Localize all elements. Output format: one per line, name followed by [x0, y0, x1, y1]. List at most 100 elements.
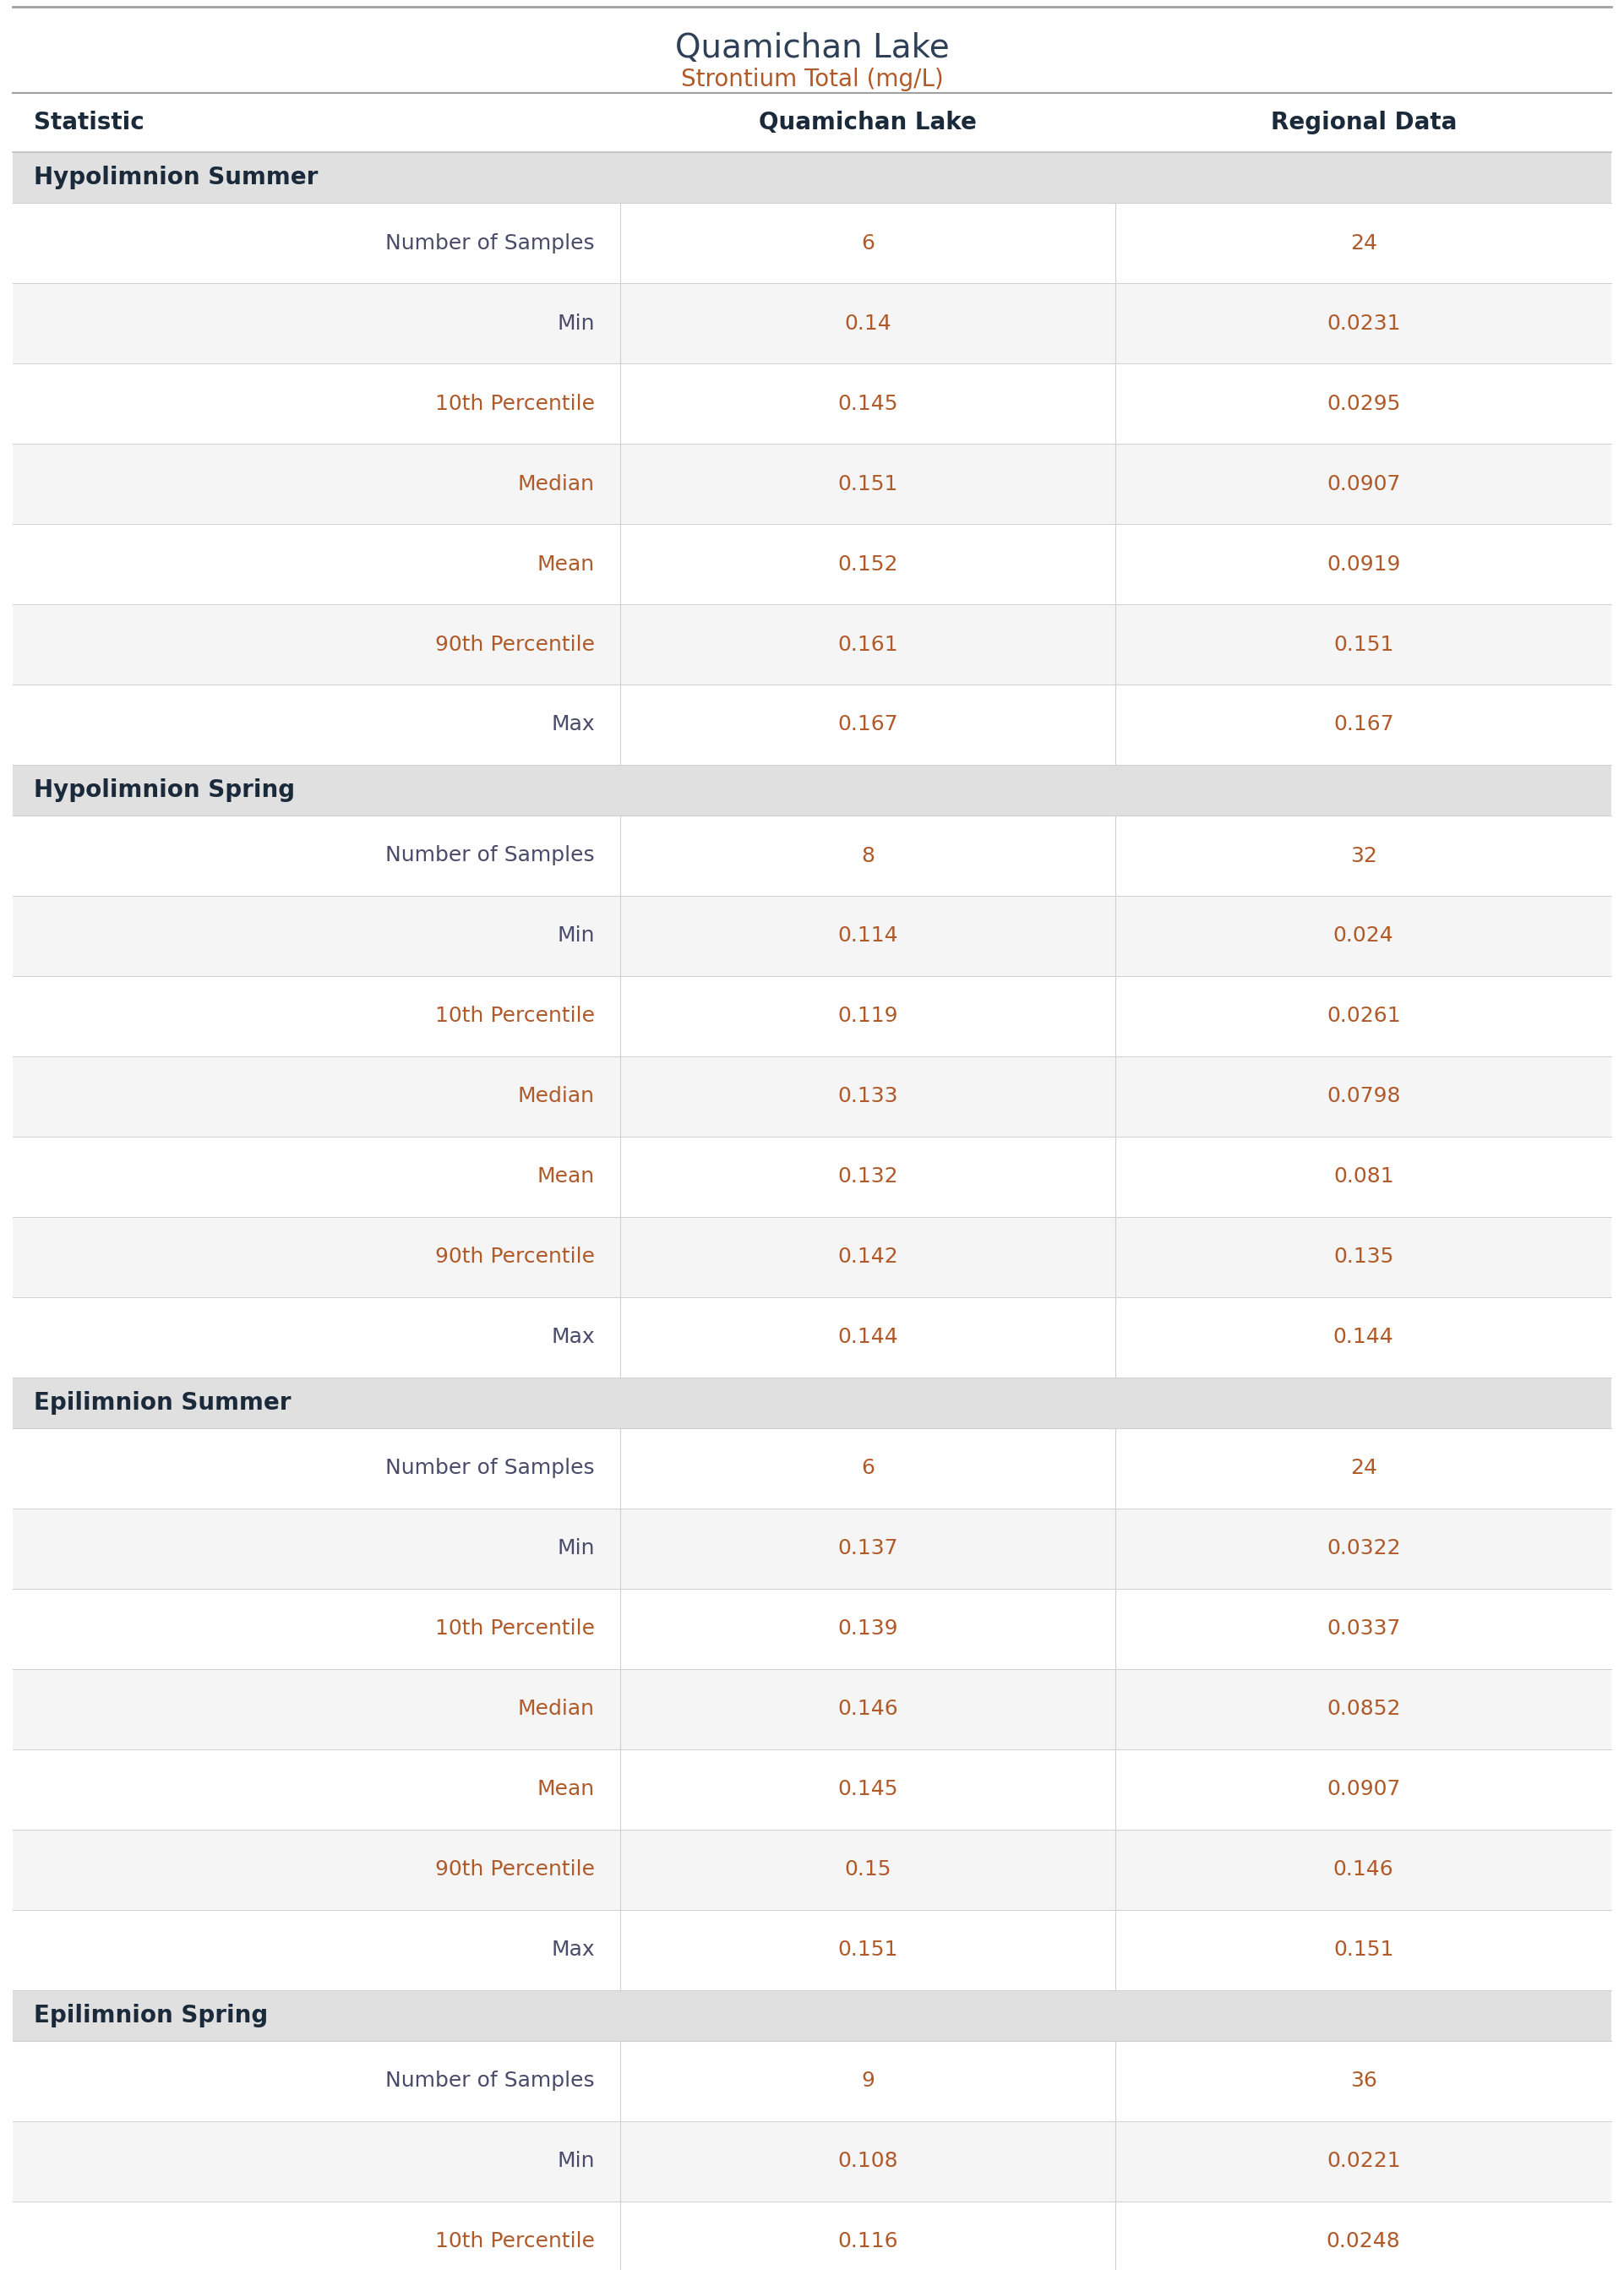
Bar	[13, 1378, 1611, 1428]
Text: 0.0231: 0.0231	[1327, 313, 1400, 334]
Text: Max: Max	[551, 715, 594, 735]
Text: Hypolimnion Summer: Hypolimnion Summer	[34, 166, 318, 188]
Text: Number of Samples: Number of Samples	[385, 1457, 594, 1478]
Text: Max: Max	[551, 1941, 594, 1961]
Text: 0.116: 0.116	[838, 2231, 898, 2252]
Text: 0.0295: 0.0295	[1327, 393, 1400, 413]
Bar	[13, 897, 1611, 976]
Text: 0.108: 0.108	[838, 2152, 898, 2172]
Text: 0.151: 0.151	[1333, 1941, 1393, 1961]
Text: 0.145: 0.145	[838, 393, 898, 413]
Text: Quamichan Lake: Quamichan Lake	[758, 111, 978, 134]
Text: 0.132: 0.132	[838, 1167, 898, 1187]
Bar	[13, 1668, 1611, 1750]
Text: 8: 8	[861, 844, 875, 865]
Text: 0.137: 0.137	[838, 1539, 898, 1559]
Text: 0.161: 0.161	[838, 633, 898, 654]
Text: 0.0852: 0.0852	[1327, 1700, 1400, 1718]
Text: Mean: Mean	[538, 1780, 594, 1800]
Text: 0.145: 0.145	[838, 1780, 898, 1800]
Bar	[13, 93, 1611, 152]
Text: 6: 6	[861, 1457, 875, 1478]
Bar	[13, 1830, 1611, 1909]
Text: 0.119: 0.119	[838, 1006, 898, 1026]
Text: Quamichan Lake: Quamichan Lake	[676, 32, 948, 64]
Text: 0.167: 0.167	[1333, 715, 1393, 735]
Text: 0.0337: 0.0337	[1327, 1619, 1400, 1639]
Text: Min: Min	[557, 1539, 594, 1559]
Bar	[13, 2120, 1611, 2202]
Text: 0.0322: 0.0322	[1327, 1539, 1400, 1559]
Text: Epilimnion Summer: Epilimnion Summer	[34, 1392, 291, 1414]
Bar	[13, 1428, 1611, 1510]
Text: Strontium Total (mg/L): Strontium Total (mg/L)	[680, 68, 944, 91]
Text: 0.14: 0.14	[844, 313, 892, 334]
Bar	[13, 1991, 1611, 2041]
Text: 24: 24	[1350, 1457, 1377, 1478]
Bar	[13, 443, 1611, 524]
Text: 0.144: 0.144	[1333, 1328, 1393, 1348]
Text: Median: Median	[518, 1700, 594, 1718]
Text: Median: Median	[518, 1087, 594, 1108]
Text: Max: Max	[551, 1328, 594, 1348]
Bar	[13, 815, 1611, 897]
Text: Min: Min	[557, 2152, 594, 2172]
Bar	[13, 284, 1611, 363]
Text: 9: 9	[861, 2070, 875, 2091]
Bar	[13, 524, 1611, 604]
Text: 0.146: 0.146	[1333, 1859, 1393, 1880]
Text: 0.139: 0.139	[838, 1619, 898, 1639]
Bar	[13, 1909, 1611, 1991]
Text: 0.142: 0.142	[838, 1246, 898, 1267]
Bar	[13, 202, 1611, 284]
Text: 90th Percentile: 90th Percentile	[435, 1859, 594, 1880]
Text: 0.152: 0.152	[838, 554, 898, 574]
Text: 0.151: 0.151	[838, 1941, 898, 1961]
Bar	[13, 604, 1611, 686]
Text: 0.146: 0.146	[838, 1700, 898, 1718]
Bar	[13, 686, 1611, 765]
Bar	[13, 2041, 1611, 2120]
Text: 0.15: 0.15	[844, 1859, 892, 1880]
Text: 10th Percentile: 10th Percentile	[435, 393, 594, 413]
Text: Min: Min	[557, 313, 594, 334]
Text: 0.0919: 0.0919	[1327, 554, 1400, 574]
Text: 0.0221: 0.0221	[1327, 2152, 1400, 2172]
Bar	[13, 1510, 1611, 1589]
Text: 0.135: 0.135	[1333, 1246, 1393, 1267]
Text: Median: Median	[518, 474, 594, 495]
Bar	[13, 976, 1611, 1056]
Bar	[13, 1056, 1611, 1137]
Bar	[13, 1296, 1611, 1378]
Bar	[13, 1217, 1611, 1296]
Text: Mean: Mean	[538, 554, 594, 574]
Text: Number of Samples: Number of Samples	[385, 2070, 594, 2091]
Text: 10th Percentile: 10th Percentile	[435, 1006, 594, 1026]
Text: Regional Data: Regional Data	[1270, 111, 1457, 134]
Bar	[13, 2202, 1611, 2270]
Text: Number of Samples: Number of Samples	[385, 234, 594, 254]
Text: Hypolimnion Spring: Hypolimnion Spring	[34, 779, 296, 801]
Text: 0.151: 0.151	[838, 474, 898, 495]
Text: 0.151: 0.151	[1333, 633, 1393, 654]
Text: 0.081: 0.081	[1333, 1167, 1393, 1187]
Text: 0.0261: 0.0261	[1327, 1006, 1400, 1026]
Text: 0.167: 0.167	[838, 715, 898, 735]
Text: Statistic: Statistic	[34, 111, 145, 134]
Text: Epilimnion Spring: Epilimnion Spring	[34, 2004, 268, 2027]
Text: 90th Percentile: 90th Percentile	[435, 1246, 594, 1267]
Bar	[13, 1750, 1611, 1830]
Text: 0.0907: 0.0907	[1327, 1780, 1400, 1800]
Text: 32: 32	[1350, 844, 1377, 865]
Bar	[13, 1137, 1611, 1217]
Text: 0.133: 0.133	[838, 1087, 898, 1108]
Text: 0.114: 0.114	[838, 926, 898, 947]
Text: 0.144: 0.144	[838, 1328, 898, 1348]
Text: 10th Percentile: 10th Percentile	[435, 2231, 594, 2252]
Text: 90th Percentile: 90th Percentile	[435, 633, 594, 654]
Text: Mean: Mean	[538, 1167, 594, 1187]
Text: 0.0907: 0.0907	[1327, 474, 1400, 495]
Bar	[13, 765, 1611, 815]
Text: 6: 6	[861, 234, 875, 254]
Text: Min: Min	[557, 926, 594, 947]
